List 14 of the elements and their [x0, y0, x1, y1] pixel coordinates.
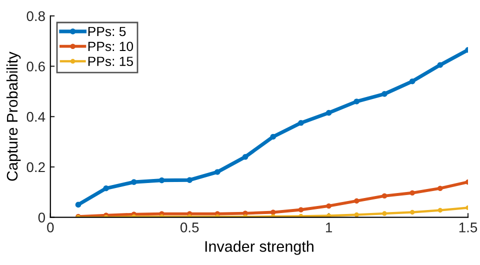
- y-tick-label: 0.4: [26, 112, 46, 122]
- y-tick-label: 0: [38, 212, 45, 222]
- y-tick-label: 0.8: [26, 11, 45, 22]
- x-tick-label: 1.5: [459, 222, 478, 232]
- x-tick-label: 0.5: [180, 222, 199, 232]
- x-tick-label: 0: [47, 222, 54, 232]
- x-tick-label: 1: [326, 222, 332, 232]
- x-axis-title: Invader strength: [205, 240, 314, 255]
- legend-label: PPs: 10: [88, 42, 134, 52]
- y-tick-label: 0.6: [26, 62, 45, 72]
- y-tick-label: 0.2: [26, 162, 45, 172]
- legend-label: PPs: 15: [88, 56, 133, 66]
- legend-label: PPs: 5: [88, 26, 126, 36]
- y-axis-title: Capture Probability: [6, 52, 21, 181]
